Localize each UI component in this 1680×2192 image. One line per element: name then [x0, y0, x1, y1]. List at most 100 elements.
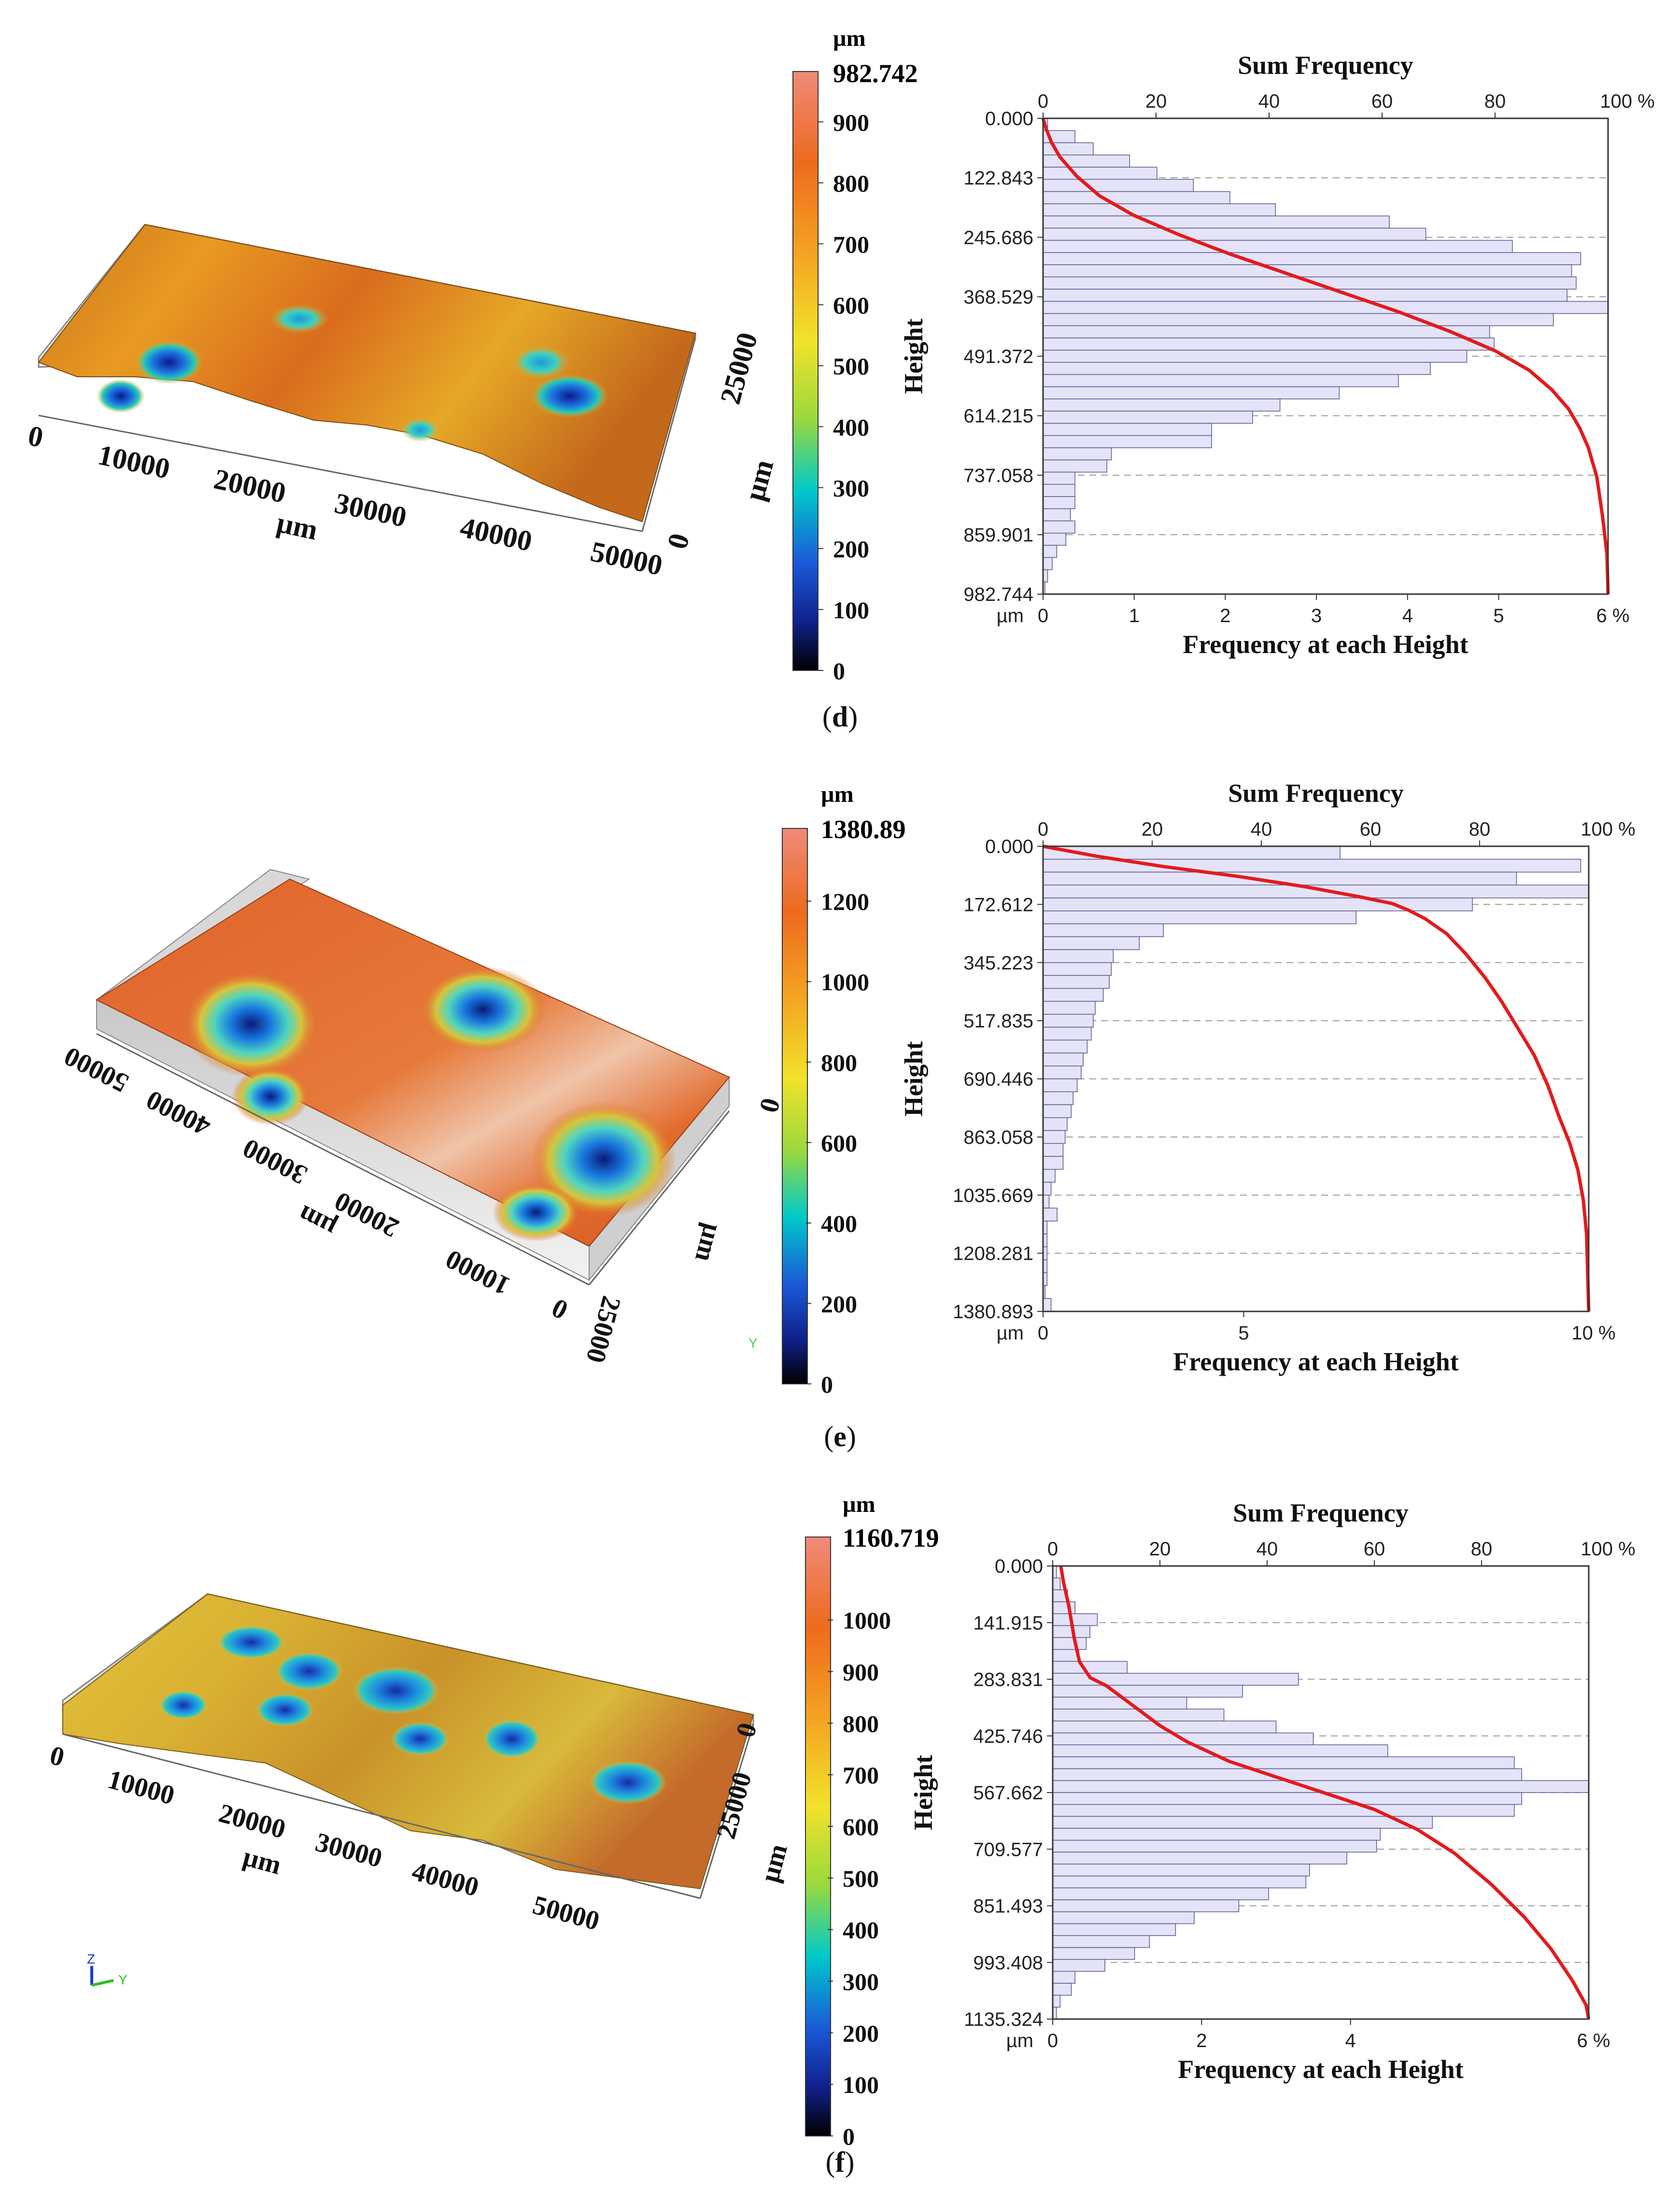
histogram-bar	[1043, 923, 1164, 937]
histogram-bar	[1052, 1685, 1243, 1698]
surface-x-tick: 40000	[409, 1856, 482, 1903]
chart-title: Sum Frequency	[1228, 779, 1404, 808]
histogram-bar	[1043, 228, 1426, 241]
histogram-bar	[1043, 1066, 1082, 1080]
histogram-bar	[1043, 484, 1075, 497]
top-axis-end-label: 100 %	[1600, 91, 1654, 112]
histogram-frame	[1042, 117, 1609, 595]
surface-x-tick: 20000	[216, 1798, 289, 1845]
colorbar-tick-label: 0	[843, 2123, 855, 2150]
top-tick-label: 40	[1258, 91, 1280, 112]
surface-x-tick: 30000	[238, 1133, 312, 1190]
panel-f: 0 10000 20000 30000 40000 50000 µm 0 250…	[0, 1464, 1680, 2192]
histogram-bar	[1043, 350, 1468, 363]
surface-3d-plot	[62, 1593, 754, 1899]
histogram-bar	[1043, 1130, 1066, 1144]
histogram-bar	[1043, 1169, 1056, 1183]
colorbar-tick-label: 600	[843, 1813, 879, 1840]
colorbar-max-label: 1160.719	[843, 1523, 939, 1552]
surface-x-tick: 50000	[59, 1041, 133, 1098]
histogram-bar	[1043, 1156, 1064, 1170]
y-tick-label: 0.000	[985, 836, 1033, 857]
x-axis-label: Frequency at each Height	[1173, 1347, 1458, 1376]
histogram-bar	[1052, 1768, 1522, 1781]
y-tick-label: 1380.893	[953, 1301, 1033, 1323]
histogram-bar	[1052, 1971, 1075, 1984]
y-axis-unit: µm	[997, 1323, 1024, 1344]
panel-caption: (e)	[824, 1421, 856, 1452]
colorbar-tick-label: 500	[843, 1865, 879, 1892]
histogram-bar	[1043, 215, 1390, 229]
panel-caption: (d)	[822, 701, 858, 733]
colorbar-tick-label: 100	[843, 2071, 879, 2098]
surface-crater	[391, 1722, 449, 1756]
height-histogram: 0.000 172.612 345.223 517.835 690.446 863.058…	[899, 779, 1636, 1376]
surface-y-tick: 0	[661, 530, 696, 552]
height-histogram: 0.000 141.915 283.831 425.746 567.662 709.577…	[909, 1498, 1636, 2084]
histogram-bar	[1043, 1117, 1068, 1131]
histogram-bar	[1043, 1039, 1088, 1053]
top-tick-label: 0	[1038, 91, 1048, 112]
colorbar-tick-label: 800	[833, 170, 869, 197]
colorbar-tick-label: 1200	[821, 888, 869, 915]
colorbar-tick-label: 200	[843, 2020, 879, 2047]
colorbar-unit: µm	[821, 782, 854, 807]
histogram-frame	[1042, 845, 1590, 1312]
colorbar-tick-label: 600	[821, 1129, 857, 1156]
top-tick-label: 80	[1471, 1538, 1493, 1560]
histogram-bar	[1043, 411, 1253, 424]
histogram-bar	[1052, 1839, 1377, 1853]
y-tick-label: 491.372	[963, 346, 1033, 368]
histogram-bar	[1043, 1001, 1096, 1015]
histogram-bar	[1052, 1577, 1061, 1591]
histogram-bar	[1043, 203, 1276, 216]
top-tick-label: 40	[1256, 1538, 1278, 1560]
histogram-bar	[1043, 179, 1194, 192]
colorbar-tick-label: 300	[843, 1968, 879, 1995]
y-axis-label: Height	[899, 1041, 928, 1116]
sum-frequency-curve	[1043, 844, 1591, 1312]
surface-y-unit: µm	[689, 1221, 728, 1265]
histogram-bar	[1043, 399, 1281, 412]
y-tick-label: 863.058	[963, 1127, 1033, 1148]
x-tick-label: 1	[1129, 605, 1140, 626]
histogram-bar	[1043, 471, 1075, 485]
colorbar-tick-label: 0	[833, 657, 845, 684]
histogram-bar	[1052, 1804, 1515, 1817]
histogram-bar	[1052, 1994, 1061, 2008]
panel-d-figure: 0 10000 20000 30000 40000 50000 µm 0 250…	[25, 26, 1654, 684]
surface-x-tick: 10000	[441, 1244, 515, 1301]
surface-crater	[275, 1652, 343, 1691]
histogram-bar	[1043, 1298, 1052, 1312]
top-tick-label: 0	[1038, 819, 1048, 840]
axis-marker-y: Y	[748, 1336, 758, 1351]
surface-3d-plot	[38, 224, 696, 532]
colorbar-tick-label: 400	[843, 1917, 879, 1944]
histogram-bar	[1052, 1983, 1072, 1996]
surface-y-tick: 25000	[580, 1293, 626, 1366]
surface-crater	[401, 418, 439, 442]
histogram-bar	[1043, 1195, 1050, 1209]
surface-x-tick: 40000	[457, 511, 535, 557]
top-tick-label: 20	[1149, 1538, 1171, 1560]
surface-crater	[483, 1720, 541, 1758]
colorbar: µm 1160.719 0 100 200 300 400 500 600 700 800 900…	[805, 1492, 939, 2150]
surface-y-tick: 0	[753, 1095, 786, 1116]
x-axis-label: Frequency at each Height	[1178, 2055, 1463, 2084]
histogram-bar	[1052, 1828, 1381, 1841]
histogram-bar	[1052, 1649, 1079, 1662]
histogram-bar	[1043, 288, 1567, 302]
histogram-bar	[1043, 1014, 1094, 1028]
histogram-bar	[1043, 337, 1495, 351]
histogram-bar	[1052, 1911, 1195, 1924]
axis-marker-y: Y	[118, 1972, 127, 1987]
colorbar-tick-label: 1000	[821, 968, 869, 996]
colorbar-unit: µm	[833, 26, 866, 51]
colorbar-max-label: 982.742	[833, 59, 918, 88]
x-tick-label: 4	[1402, 605, 1413, 626]
surface-x-tick: 20000	[330, 1186, 404, 1243]
y-tick-label: 614.215	[963, 406, 1033, 427]
y-tick-label: 368.529	[963, 286, 1033, 308]
y-tick-label: 517.835	[963, 1011, 1033, 1032]
x-tick-label: 2	[1220, 605, 1230, 626]
